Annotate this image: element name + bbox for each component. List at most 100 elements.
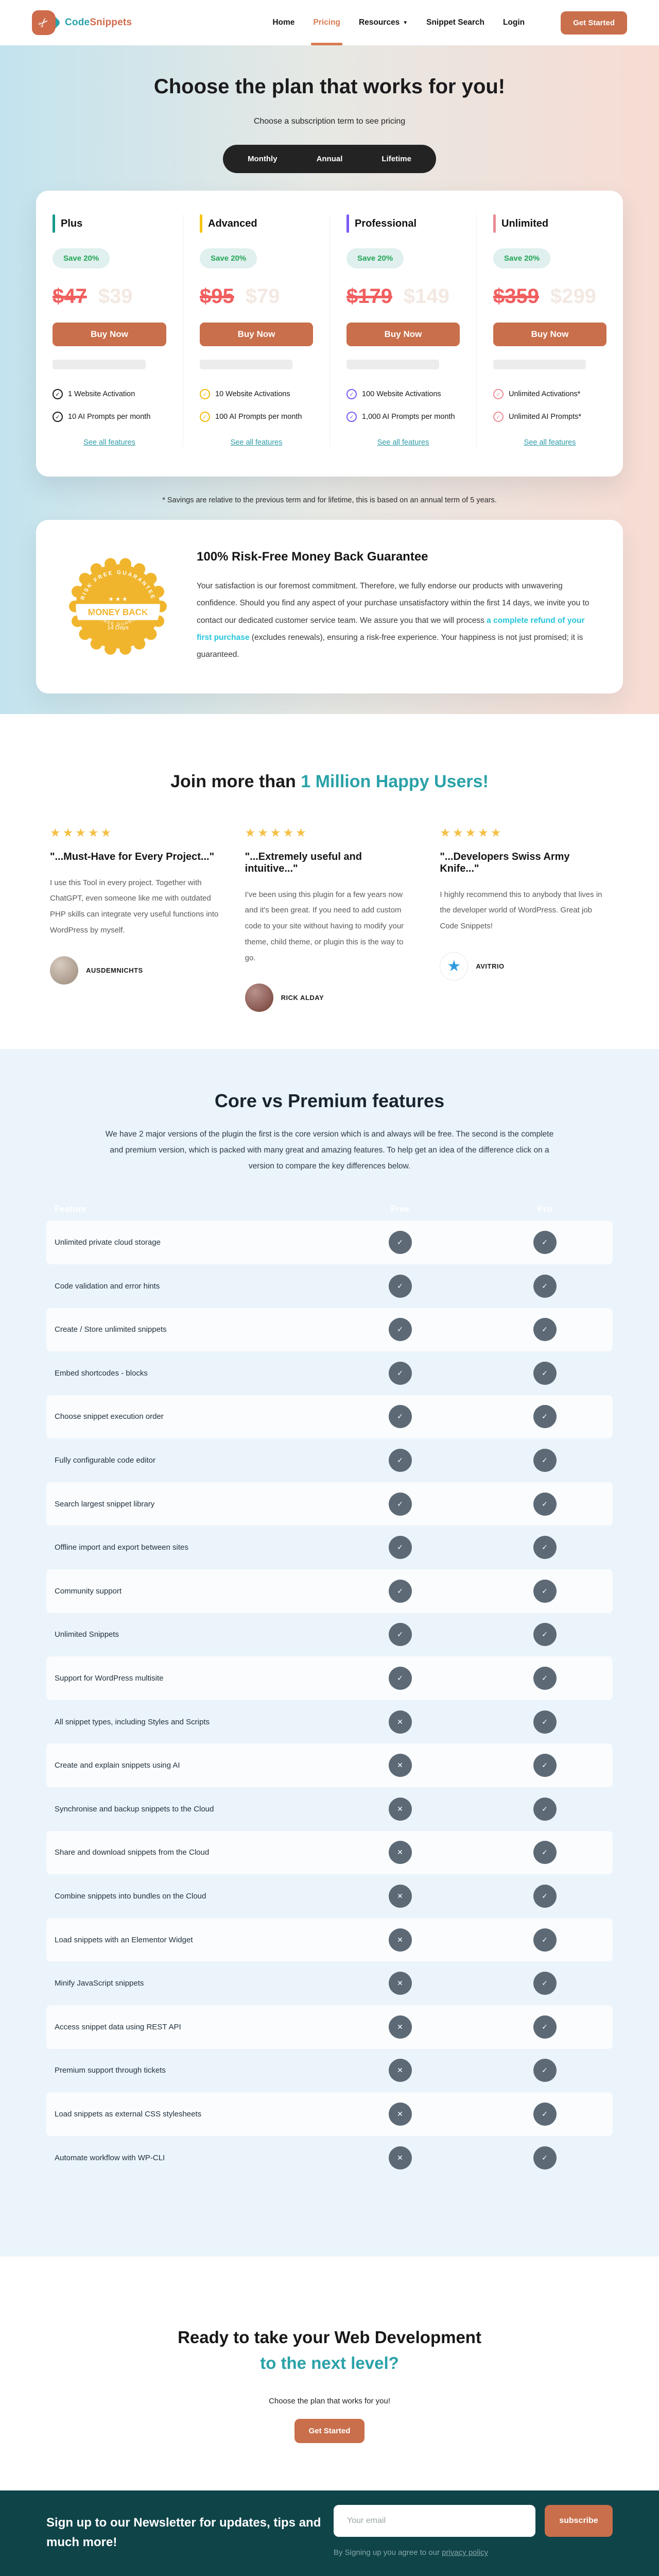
freecell: ✓ [477, 1667, 613, 1690]
freecell: ✓ [477, 1972, 613, 1995]
billing-term-placeholder [53, 360, 146, 369]
check-badge-icon: ✓ [388, 1667, 412, 1690]
feature-label: Unlimited Snippets [55, 1630, 119, 1639]
table-row: Choose snippet execution order ✓ ✓ [46, 1395, 613, 1439]
plans-card: Plus Save 20% $47 $39 Buy Now ✓ 1 Website … [36, 191, 623, 477]
freecell: ✓ [323, 1405, 477, 1429]
check-badge-icon: ✓ [533, 1667, 557, 1690]
testimonial-author: AUSDEMNICHTS [86, 966, 143, 974]
old-price: $47 [53, 285, 87, 308]
toggle-annual[interactable]: Annual [316, 155, 343, 163]
nav-item-resources[interactable]: Resources ▼ [359, 0, 408, 45]
nav-item-pricing[interactable]: Pricing [311, 0, 342, 45]
table-row: Load snippets with an Elementor Widget ✕ ✓ [46, 1918, 613, 1962]
old-price: $359 [493, 285, 539, 308]
column-free: Free [391, 1204, 409, 1214]
subscribe-button[interactable]: subscribe [545, 2505, 613, 2537]
table-row: Unlimited private cloud storage ✓ ✓ [46, 1221, 613, 1264]
cell: ✕ [323, 1754, 477, 1777]
testimonial-card: ★★★★★ "...Developers Swiss Army Knife...… [440, 826, 609, 1012]
freecell: ✓ [477, 2102, 613, 2126]
table-row: Share and download snippets from the Clo… [46, 1831, 613, 1875]
get-started-button-bottom[interactable]: Get Started [294, 2419, 365, 2444]
check-badge-icon: ✓ [533, 1885, 557, 1908]
table-row: Automate workflow with WP-CLI ✕ ✓ [46, 2136, 613, 2180]
check-icon: ✓ [53, 412, 63, 422]
table-row: Create / Store unlimited snippets ✓ ✓ [46, 1308, 613, 1352]
buy-now-button[interactable]: Buy Now [493, 323, 606, 346]
check-badge-icon: ✓ [388, 1449, 412, 1472]
buy-now-button[interactable]: Buy Now [200, 323, 313, 346]
check-badge-icon: ✓ [533, 2059, 557, 2082]
see-all-features-link[interactable]: See all features [377, 438, 429, 447]
plan-features: ✓ 10 Website Activations ✓ 100 AI Prompts … [200, 389, 313, 422]
freecell: ✓ [323, 1449, 477, 1472]
check-icon: ✓ [493, 389, 504, 399]
nav-item-home[interactable]: Home [272, 18, 295, 27]
testimonial-author: RICK ALDAY [281, 994, 324, 1002]
cross-badge-icon: ✕ [388, 1841, 412, 1865]
see-all-features-link[interactable]: See all features [524, 438, 576, 447]
freecell: ✓ [477, 1492, 613, 1516]
check-badge-icon: ✓ [388, 1231, 412, 1255]
cross-badge-icon: ✕ [388, 1928, 412, 1952]
nav-item-snippet-search[interactable]: Snippet Search [426, 18, 484, 27]
feature-label: Load snippets with an Elementor Widget [55, 1935, 193, 1944]
avatar [50, 956, 78, 985]
cross-badge-icon: ✕ [388, 2102, 412, 2126]
freecell: ✓ [477, 1928, 613, 1952]
check-badge-icon: ✓ [533, 1579, 557, 1603]
nav-item-login[interactable]: Login [502, 18, 525, 27]
check-badge-icon: ✓ [388, 1536, 412, 1560]
compare-description: We have 2 major versions of the plugin t… [105, 1130, 554, 1171]
cell: ✕ [323, 2146, 477, 2170]
money-back-badge: RISK FREE GUARANTEE ★ ★ ★ MONEY BACK 14 … [69, 558, 167, 655]
privacy-policy-link[interactable]: privacy policy [442, 2548, 489, 2557]
cell: ✕ [323, 1797, 477, 1821]
guarantee-text: Your satisfaction is our foremost commit… [197, 578, 590, 664]
cell: ✕ [323, 1841, 477, 1865]
cross-badge-icon: ✕ [388, 1797, 412, 1821]
buy-now-button[interactable]: Buy Now [346, 323, 460, 346]
feature-label: Automate workflow with WP-CLI [55, 2153, 165, 2162]
refund-link[interactable]: a complete refund of your first purchase [197, 616, 585, 642]
check-badge-icon: ✓ [533, 1972, 557, 1995]
plan-features: ✓ 1 Website Activation ✓ 10 AI Prompts per… [53, 389, 166, 422]
check-badge-icon: ✓ [533, 1361, 557, 1385]
see-all-features-link[interactable]: See all features [230, 438, 283, 447]
get-started-button[interactable]: Get Started [561, 11, 627, 35]
freecell: ✓ [477, 1841, 613, 1865]
plan-accent-bar [493, 214, 496, 233]
check-badge-icon: ✓ [533, 1797, 557, 1821]
page-subtitle: Choose a subscription term to see pricin… [253, 117, 406, 126]
billing-term-toggle: Monthly Annual Lifetime [223, 145, 436, 173]
freecell: ✓ [477, 2015, 613, 2039]
check-badge-icon: ✓ [388, 1318, 412, 1342]
feature-label: Combine snippets into bundles on the Clo… [55, 1892, 206, 1901]
star-rating-icons: ★★★★★ [440, 825, 504, 839]
plan-professional: Professional Save 20% $179 $149 Buy Now ✓… [330, 214, 476, 447]
freecell: ✓ [323, 1318, 477, 1342]
freecell: ✓ [477, 1318, 613, 1342]
email-input[interactable] [334, 2505, 535, 2537]
table-row: Embed shortcodes - blocks ✓ ✓ [46, 1351, 613, 1395]
toggle-lifetime[interactable]: Lifetime [381, 155, 411, 163]
site-footer: Sign up to our Newsletter for updates, t… [0, 2490, 659, 2576]
freecell: ✓ [323, 1623, 477, 1647]
freecell: ✓ [477, 2059, 613, 2082]
check-badge-icon: ✓ [533, 1928, 557, 1952]
logo[interactable]: ✂ CodeSnippets [32, 9, 132, 36]
scissors-icon: ✂ [32, 10, 56, 35]
toggle-monthly[interactable]: Monthly [248, 155, 278, 163]
feature-label: Offline import and export between sites [55, 1543, 188, 1552]
buy-now-button[interactable]: Buy Now [53, 323, 166, 346]
see-all-features-link[interactable]: See all features [83, 438, 135, 447]
freecell: ✓ [323, 1536, 477, 1560]
freecell: ✓ [477, 1754, 613, 1777]
money-back-guarantee-card: RISK FREE GUARANTEE ★ ★ ★ MONEY BACK 14 … [36, 520, 623, 693]
freecell: ✓ [477, 1885, 613, 1908]
plan-name: Professional [355, 217, 417, 229]
feature-label: Choose snippet execution order [55, 1412, 164, 1421]
feature-text: 100 Website Activations [362, 390, 441, 398]
plan-name: Plus [61, 217, 83, 229]
